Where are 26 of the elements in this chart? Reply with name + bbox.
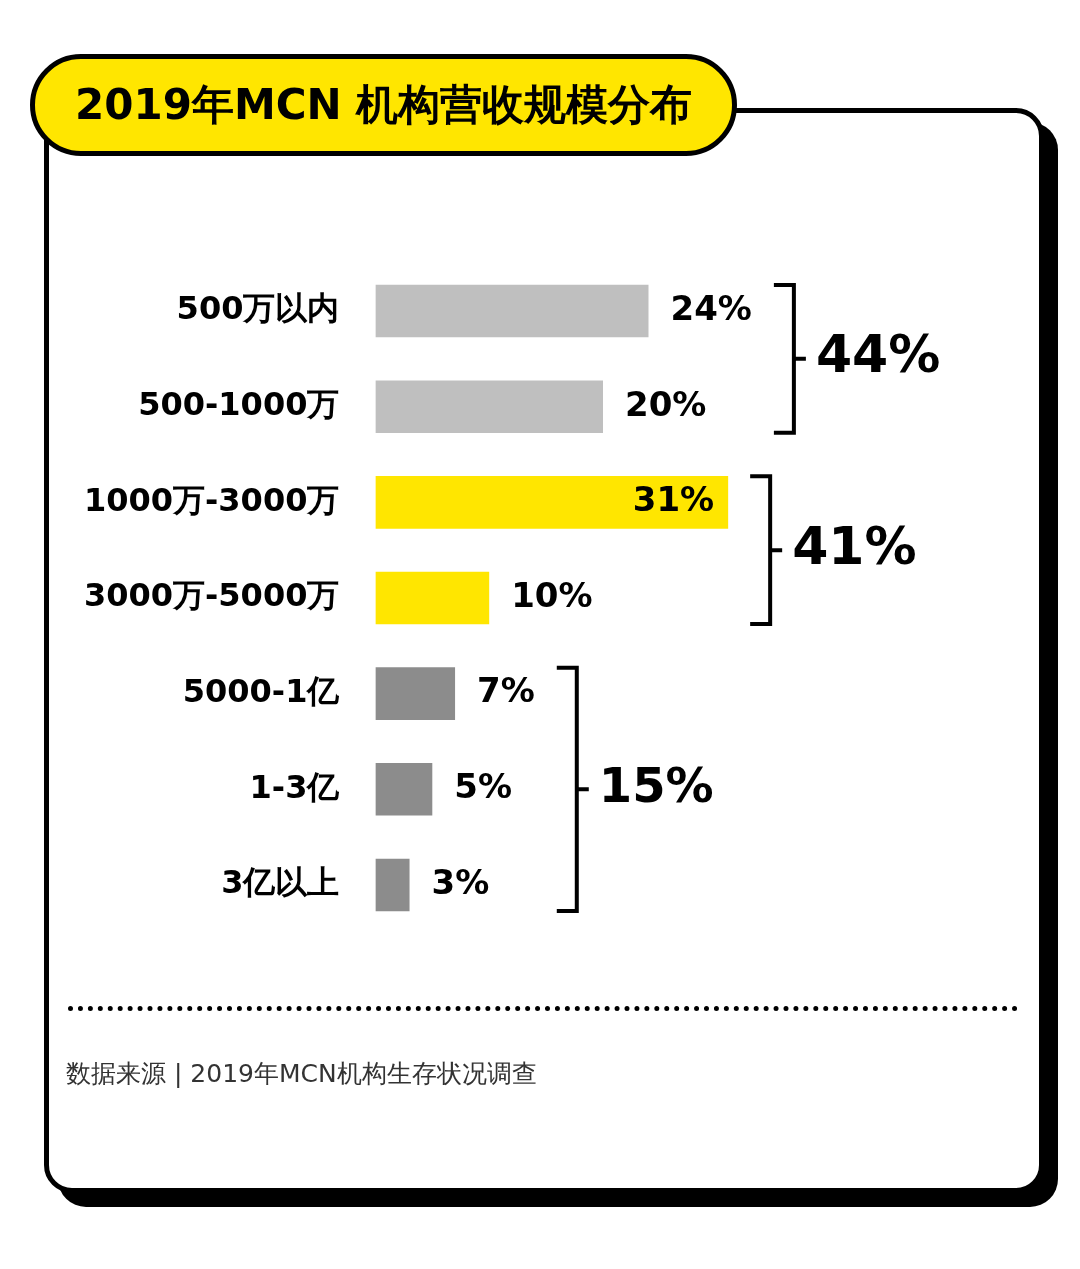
data-label: 7% <box>477 670 535 711</box>
bar <box>375 763 433 816</box>
y-tick-label: 3000万-5000万 <box>84 576 340 615</box>
source-note: 数据来源 | 2019年MCN机构生存状况调查 <box>66 1058 537 1090</box>
data-label: 31% <box>632 479 715 520</box>
bar <box>375 571 490 625</box>
bar <box>375 667 456 720</box>
annotation: 15% <box>598 756 714 813</box>
data-label: 20% <box>624 383 707 424</box>
data-label: 3% <box>431 861 490 902</box>
data-label: 24% <box>670 287 752 328</box>
y-tick-label: 500-1000万 <box>138 385 340 423</box>
y-tick-label: 5000-1亿 <box>182 671 341 710</box>
y-tick-label: 3亿以上 <box>221 863 340 902</box>
y-tick-label: 500万以内 <box>176 289 340 328</box>
bar <box>375 380 603 433</box>
bar <box>375 476 729 529</box>
y-tick-label: 1-3亿 <box>249 767 341 806</box>
chart-title: 2019年MCN 机构营收规模分布 <box>30 54 738 156</box>
data-label: 5% <box>454 766 513 807</box>
text: 41% <box>792 515 917 576</box>
text: 44% <box>815 324 941 385</box>
bar <box>375 284 649 338</box>
y-tick-label: 1000万-3000万 <box>84 480 340 519</box>
data-label: 10% <box>511 574 593 615</box>
bar <box>375 858 410 912</box>
